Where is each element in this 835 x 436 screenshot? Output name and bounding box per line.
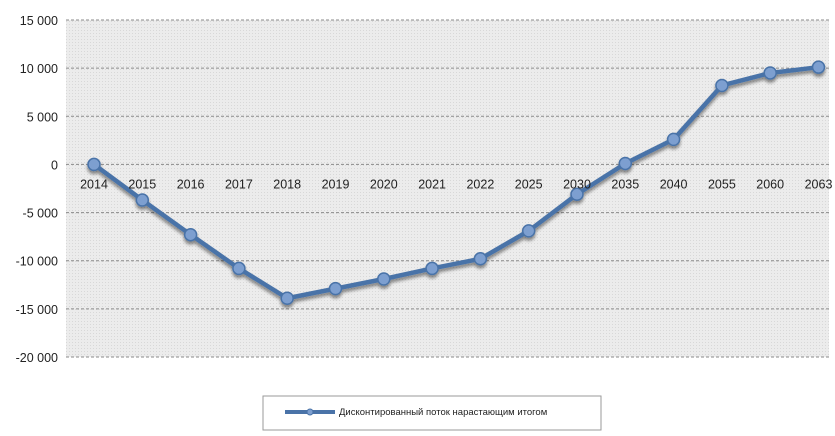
x-tick-label: 2063 [805, 177, 833, 191]
data-point [473, 252, 488, 266]
data-point [715, 78, 729, 93]
x-tick-label: 2019 [322, 177, 350, 191]
data-point [618, 156, 633, 171]
data-point [87, 157, 101, 172]
y-tick-label: 5 000 [27, 110, 58, 124]
y-tick-label: -20 000 [16, 351, 58, 365]
data-point [521, 224, 536, 238]
legend-label: Дисконтированный поток нарастающим итого… [339, 407, 547, 418]
x-tick-label: 2016 [177, 177, 205, 191]
x-tick-label: 2040 [660, 177, 688, 191]
y-tick-label: -10 000 [16, 255, 58, 269]
data-point [280, 291, 294, 306]
x-tick-label: 2022 [466, 177, 494, 191]
plot-area [66, 20, 829, 357]
data-point [811, 60, 826, 74]
x-tick-label: 2035 [611, 177, 639, 191]
y-tick-label: 0 [51, 158, 58, 172]
data-point [183, 227, 198, 242]
x-tick-label: 2021 [418, 177, 446, 191]
data-point [232, 261, 246, 276]
y-axis-ticks: 15 000 10 000 5 000 0 -5 000 -10 000 -15 000 -2… [16, 14, 58, 365]
x-tick-label: 2055 [708, 177, 736, 191]
x-tick-label: 2060 [756, 177, 784, 191]
x-tick-label: 2015 [128, 177, 156, 191]
data-point [763, 66, 777, 80]
legend: Дисконтированный поток нарастающим итого… [262, 395, 602, 431]
legend-swatch-marker [306, 408, 314, 416]
x-axis-ticks: 2014 2015 2016 2017 2018 2019 2020 2021 2022 2025… [80, 177, 832, 191]
data-point [135, 193, 150, 207]
y-tick-label: 15 000 [20, 14, 58, 28]
data-point [570, 187, 584, 202]
series-group [87, 60, 826, 306]
x-tick-label: 2017 [225, 177, 253, 191]
gridlines [66, 19, 829, 358]
x-tick-label: 2014 [80, 177, 108, 191]
series [87, 60, 826, 306]
data-point [377, 272, 391, 286]
x-tick-label: 2018 [273, 177, 301, 191]
data-point [328, 281, 343, 296]
x-tick-label: 2020 [370, 177, 398, 191]
y-tick-label: 10 000 [20, 62, 58, 76]
series-line [91, 64, 821, 301]
x-tick-label: 2030 [563, 177, 591, 191]
y-tick-label: -5 000 [23, 207, 58, 221]
data-point [666, 132, 681, 147]
x-tick-label: 2025 [515, 177, 543, 191]
data-point [425, 261, 439, 276]
y-tick-label: -15 000 [16, 303, 58, 317]
